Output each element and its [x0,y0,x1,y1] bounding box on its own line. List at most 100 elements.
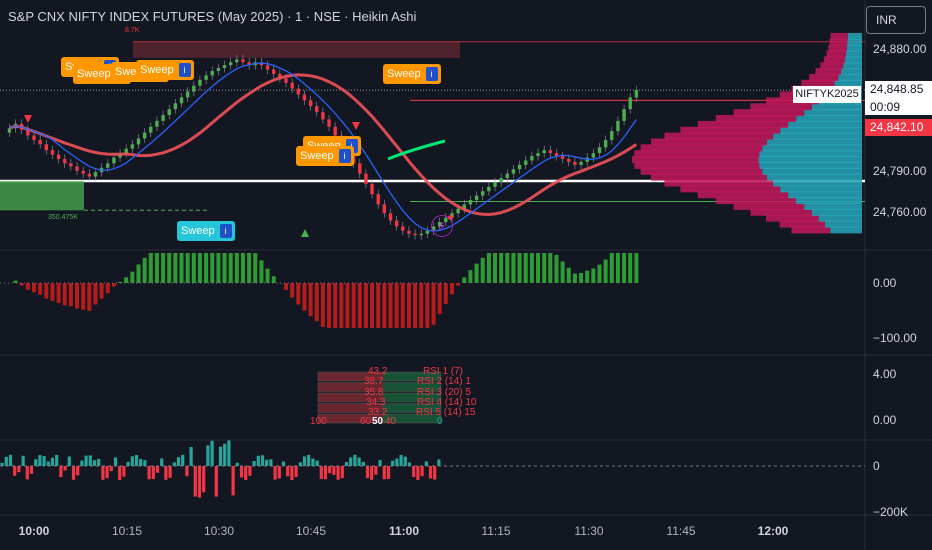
volume-delta-bar [92,460,97,466]
rsi-row-bar [318,372,383,381]
oscillator-bar [628,253,633,283]
volume-delta-bar [378,460,382,466]
volume-delta-bar [130,456,134,466]
currency-selector[interactable]: INR [866,6,926,34]
oscillator-bar [536,253,541,283]
volume-delta-bar [13,466,17,476]
time-tick: 10:15 [111,524,143,538]
candle [44,144,48,151]
oscillator-bar [437,283,442,315]
volume-profile-bar-buy [773,179,862,187]
volume-delta-bar [55,454,59,466]
time-tick: 12:00 [757,524,789,538]
volume-delta-bar [25,466,29,480]
volume-delta-bar [433,466,437,480]
oscillator-bar [357,283,362,328]
oscillator-bar [81,283,86,310]
info-icon: i [178,63,191,77]
volume-profile-bar-buy [847,38,862,46]
volume-delta-bar [403,456,407,466]
volume-profile-bar-sell [765,97,819,105]
volume-delta-bar [29,466,34,474]
volume-profile-bar-buy [844,56,862,64]
candle [364,173,368,184]
rsi-row-value: 43.2 [368,366,388,377]
oscillator-bar [154,253,159,283]
rsi-row-label: RSI 1 (7) [423,366,464,377]
candle [376,194,380,205]
volume-profile-bar-sell [664,179,774,187]
oscillator-bar [320,283,325,327]
volume-delta-bar [67,456,71,466]
oscillator-bar [167,253,172,283]
volume-profile-bar-sell [650,173,768,181]
volume-delta-bar [84,455,88,466]
volume-delta-bar [298,462,302,466]
volume-delta-bar [281,461,286,466]
candle [210,71,214,76]
volume-profile-bar-buy [773,132,862,140]
volume-profile-bar-buy [788,191,862,199]
candle [155,120,159,127]
volume-delta-bar [193,466,197,497]
oscillator-bar [148,253,153,283]
candle [610,131,614,140]
candle [265,65,270,70]
candle [517,164,522,170]
volume-delta-bar [244,466,248,480]
volume-delta-bar [147,466,151,480]
volume-profile-bar-buy [811,208,862,216]
volume-delta-bar [197,466,202,498]
volume-delta-bar [143,460,147,466]
rsi-scale-50: 50 [372,416,384,427]
volume-delta-bar [286,466,290,477]
volume-delta-bar [332,466,336,475]
symbol-tag: NIFTYK2025 [793,86,861,103]
rsi-row-bar [383,414,441,423]
rsi-row-bar [318,403,383,413]
rsi-scale-0: 0 [437,416,443,427]
volume-profile-bar-buy [838,73,862,81]
oscillator-bar [68,283,73,307]
sell-marker [352,122,360,130]
volume-delta-bar [315,460,319,466]
candle [173,103,178,110]
volume-profile-bar-buy [796,197,862,205]
candle [321,112,325,120]
time-tick: 11:00 [388,524,420,538]
volume-delta-bar [139,458,143,466]
candle [493,182,497,187]
volume-profile-bar-buy [834,79,862,87]
candle [87,173,92,177]
volume-profile-bar-buy [767,138,862,146]
rsi-tick: 4.00 [873,367,897,381]
oscillator-bar [130,271,135,283]
oscillator-bar [327,283,332,328]
candle [548,150,553,154]
candle [499,178,503,183]
lightning-icon[interactable]: ⚡ [431,215,453,237]
volume-delta-bar [370,466,374,480]
volume-delta-bar [323,466,328,480]
oscillator-bars [13,253,639,328]
oscillator-bar [548,253,553,283]
volume-delta-bar [265,459,269,466]
candle [179,97,184,104]
candle [81,170,85,174]
volume-delta-bar [126,461,130,466]
oscillator-bar [191,253,196,283]
candle [530,156,534,161]
oscillator-bar [554,254,559,283]
candle [192,85,196,92]
oscillator-bar [388,283,393,328]
oscillator-bar [222,253,227,283]
volume-delta-bar [277,466,281,479]
volume-delta-bar [235,462,239,466]
volume-profile-bar-buy [804,202,862,210]
candle [302,94,307,101]
